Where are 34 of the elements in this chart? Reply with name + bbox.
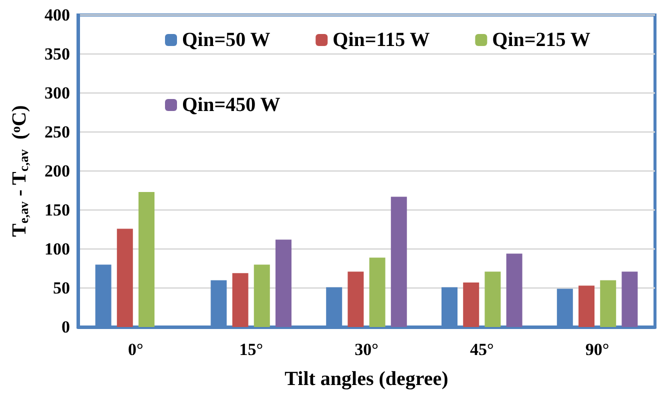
legend-label: Qin=50 W: [182, 29, 270, 51]
bar: [369, 258, 386, 327]
x-tick-label: 90°: [585, 340, 610, 359]
y-tick-label: 250: [44, 122, 70, 142]
legend-label: Qin=450 W: [182, 94, 280, 116]
bar: [138, 192, 154, 327]
y-tick-label: 150: [44, 200, 70, 220]
y-tick-label: 50: [53, 278, 70, 298]
x-tick-label: 45°: [470, 340, 494, 359]
y-axis-title: Te,av - Tc,av (oC): [8, 105, 31, 237]
bar: [578, 286, 594, 327]
bar: [600, 280, 616, 327]
y-tick-label: 400: [44, 6, 70, 24]
x-tick-label: 30°: [354, 340, 378, 359]
bar: [506, 254, 522, 327]
legend-label: Qin=215 W: [492, 29, 590, 51]
x-axis-title: Tilt angles (degree): [284, 368, 448, 390]
legend-label: Qin=115 W: [332, 29, 430, 51]
y-tick-label: 350: [44, 44, 70, 64]
bar: [622, 272, 638, 327]
bar: [390, 196, 407, 327]
bar: [484, 272, 501, 327]
bar: [254, 264, 270, 327]
x-tick-label: 15°: [239, 340, 264, 359]
bar: [116, 228, 133, 327]
bar: [232, 273, 248, 327]
y-tick-label: 0: [62, 318, 70, 336]
y-tick-label: 100: [44, 240, 70, 258]
bar: [348, 272, 364, 327]
bar: [463, 282, 480, 327]
bar: [275, 240, 292, 327]
x-tick-label: 0°: [128, 340, 144, 359]
y-tick-label: 300: [44, 84, 70, 102]
y-tick-label: 200: [44, 162, 70, 180]
